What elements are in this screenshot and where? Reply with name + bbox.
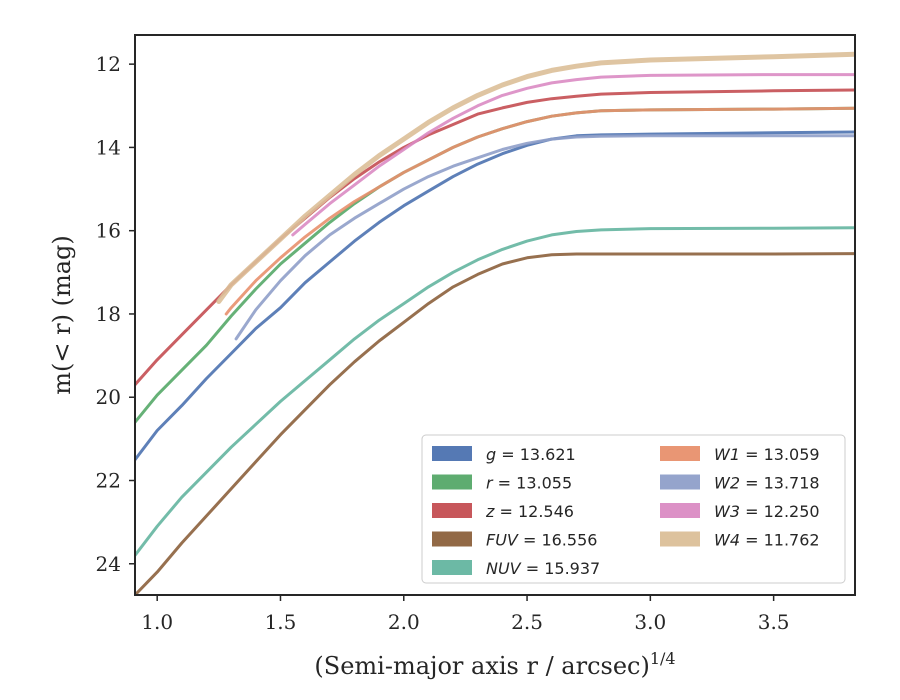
series-layer (135, 51, 855, 595)
x-axis: 1.0 1.5 2.0 2.5 3.0 3.5 (141, 595, 790, 634)
legend-item-nuv: NUV = 15.937 (432, 559, 600, 578)
x-tick-label: 3.0 (634, 610, 666, 634)
legend-box (421, 434, 846, 584)
legend-item-r: r = 13.055 (432, 474, 572, 493)
x-axis-title: (Semi-major axis r / arcsec)1/4 (314, 649, 675, 680)
legend-label: NUV = 15.937 (486, 559, 600, 578)
series-line-w2 (234, 134, 855, 341)
y-axis: 12 14 16 18 20 22 24 (96, 52, 135, 576)
legend-label: g = 13.621 (486, 445, 576, 464)
legend-swatch (432, 474, 472, 490)
legend-swatch (660, 474, 700, 490)
y-tick-label: 20 (96, 385, 121, 409)
legend-label: W1 = 13.059 (714, 445, 820, 464)
x-tick-label: 2.0 (388, 610, 420, 634)
series-line-w4 (216, 51, 855, 304)
plot-frame (134, 34, 856, 596)
series-line-nuv (135, 226, 855, 557)
legend-swatch (432, 531, 472, 547)
legend-label: r = 13.055 (486, 474, 572, 493)
series-line-fuv (135, 252, 855, 595)
legend-label: W2 = 13.718 (714, 474, 820, 493)
y-tick-label: 24 (96, 552, 121, 576)
legend-swatch (432, 503, 472, 518)
legend-swatch (660, 531, 700, 547)
legend: g = 13.621 r = 13.055 z = 12.546 FUV = 16.5… (421, 434, 846, 584)
legend-item-w3: W3 = 12.250 (660, 502, 820, 521)
legend-label: z = 12.546 (485, 502, 574, 521)
legend-swatch (660, 503, 700, 518)
x-tick-label: 1.0 (141, 610, 173, 634)
series-line-w1 (224, 106, 855, 316)
legend-label: W4 = 11.762 (714, 531, 820, 550)
legend-item-fuv: FUV = 16.556 (432, 531, 597, 550)
legend-item-g: g = 13.621 (432, 445, 576, 464)
legend-item-z: z = 12.546 (432, 502, 574, 521)
y-tick-label: 14 (96, 135, 121, 159)
y-axis-title: m(< r) (mag) (48, 235, 76, 394)
legend-item-w1: W1 = 13.059 (660, 445, 820, 464)
y-tick-label: 16 (96, 219, 121, 243)
legend-item-w4: W4 = 11.762 (660, 531, 820, 550)
legend-swatch (660, 446, 700, 461)
x-tick-label: 3.5 (758, 610, 790, 634)
series-line-w3 (291, 73, 855, 237)
y-tick-label: 12 (96, 52, 121, 76)
x-tick-label: 2.5 (511, 610, 543, 634)
y-tick-label: 22 (96, 469, 121, 493)
x-axis-title-exponent: 1/4 (650, 649, 676, 668)
x-axis-title-text: (Semi-major axis r / arcsec) (314, 652, 649, 680)
legend-swatch (432, 560, 472, 575)
y-tick-label: 18 (96, 302, 121, 326)
legend-item-w2: W2 = 13.718 (660, 474, 820, 493)
legend-label: FUV = 16.556 (486, 531, 597, 550)
legend-label: W3 = 12.250 (714, 502, 820, 521)
x-tick-label: 1.5 (265, 610, 297, 634)
legend-swatch (432, 446, 472, 461)
